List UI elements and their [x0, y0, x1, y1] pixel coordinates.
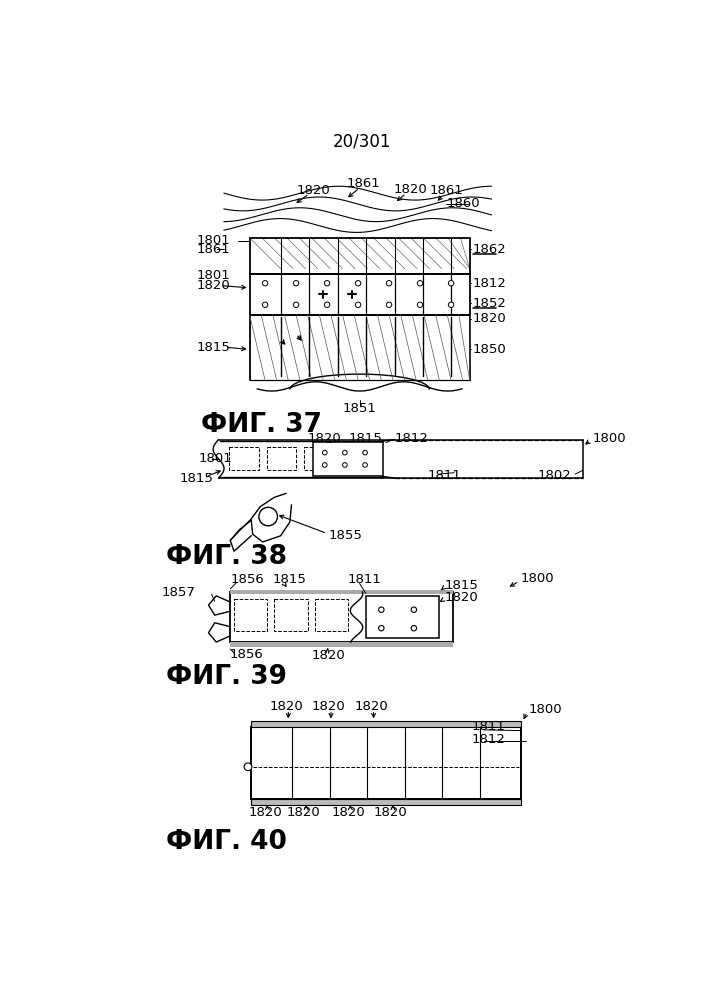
Text: 1820: 1820	[312, 700, 346, 713]
Text: 1815: 1815	[273, 573, 307, 586]
Text: 1820: 1820	[473, 312, 506, 325]
Circle shape	[259, 507, 277, 526]
Bar	[313, 442, 383, 476]
Text: 1815: 1815	[349, 432, 382, 445]
Text: 20/301: 20/301	[333, 133, 391, 151]
Text: ФИГ. 39: ФИГ. 39	[166, 664, 287, 690]
Bar	[230, 590, 452, 594]
Text: 1820: 1820	[374, 806, 407, 820]
Circle shape	[262, 302, 268, 307]
Text: 1861: 1861	[197, 243, 230, 256]
Bar	[230, 447, 259, 470]
Circle shape	[293, 302, 299, 307]
Text: ФИГ. 37: ФИГ. 37	[201, 412, 322, 438]
Text: 1800: 1800	[592, 432, 626, 445]
Bar	[251, 721, 521, 727]
Bar	[251, 799, 521, 805]
Circle shape	[448, 302, 454, 307]
Bar	[251, 727, 521, 799]
Circle shape	[343, 463, 347, 467]
Bar	[267, 447, 296, 470]
Text: 1811: 1811	[472, 720, 506, 733]
Text: 1851: 1851	[343, 402, 377, 415]
Bar	[274, 599, 308, 631]
Circle shape	[356, 281, 361, 286]
Text: 1857: 1857	[162, 586, 196, 599]
Circle shape	[363, 463, 368, 467]
Circle shape	[322, 463, 327, 467]
Circle shape	[322, 450, 327, 455]
Text: 1812: 1812	[472, 733, 506, 746]
Text: 1800: 1800	[521, 572, 554, 585]
Text: 1820: 1820	[197, 279, 230, 292]
Text: 1800: 1800	[529, 703, 562, 716]
Bar	[304, 447, 333, 470]
Circle shape	[411, 626, 416, 631]
Text: 1815: 1815	[180, 472, 214, 485]
Circle shape	[293, 281, 299, 286]
Text: 1862: 1862	[473, 243, 506, 256]
Text: 1820: 1820	[312, 649, 346, 662]
Text: 1820: 1820	[269, 700, 303, 713]
Circle shape	[325, 281, 329, 286]
Circle shape	[356, 302, 361, 307]
Text: 1856: 1856	[230, 573, 264, 586]
Text: 1820: 1820	[287, 806, 321, 820]
Text: 1820: 1820	[445, 591, 479, 604]
Text: 1802: 1802	[538, 469, 572, 482]
Circle shape	[325, 302, 329, 307]
Text: 1855: 1855	[329, 529, 363, 542]
Text: 1801: 1801	[197, 269, 230, 282]
Text: 1852: 1852	[473, 297, 507, 310]
Circle shape	[386, 281, 392, 286]
Bar	[315, 599, 348, 631]
Text: 1820: 1820	[308, 432, 341, 445]
Bar	[230, 642, 452, 647]
Text: 1812: 1812	[473, 277, 507, 290]
Circle shape	[363, 450, 368, 455]
Bar	[366, 596, 440, 638]
Circle shape	[417, 281, 423, 286]
Bar	[234, 599, 267, 631]
Circle shape	[343, 450, 347, 455]
Circle shape	[244, 763, 252, 771]
Text: 1861: 1861	[346, 177, 380, 190]
Circle shape	[417, 302, 423, 307]
Text: ФИГ. 40: ФИГ. 40	[166, 829, 287, 855]
Text: 1820: 1820	[296, 184, 330, 197]
Text: 1801: 1801	[197, 234, 230, 247]
Text: 1820: 1820	[393, 183, 427, 196]
Text: 1811: 1811	[348, 573, 382, 586]
Text: 1815: 1815	[197, 341, 230, 354]
Circle shape	[379, 626, 384, 631]
Text: ФИГ. 38: ФИГ. 38	[166, 544, 287, 570]
Text: 1812: 1812	[395, 432, 428, 445]
Text: 1850: 1850	[473, 343, 506, 356]
Text: 1820: 1820	[248, 806, 282, 820]
Circle shape	[262, 281, 268, 286]
Text: 1820: 1820	[331, 806, 365, 820]
Text: 1856: 1856	[230, 648, 263, 661]
Circle shape	[411, 607, 416, 612]
Text: 1861: 1861	[430, 184, 463, 197]
Circle shape	[379, 607, 384, 612]
Bar	[230, 592, 452, 642]
Circle shape	[448, 281, 454, 286]
Text: 1811: 1811	[428, 469, 462, 482]
Text: 1820: 1820	[354, 700, 388, 713]
Text: 1815: 1815	[445, 579, 479, 592]
Circle shape	[386, 302, 392, 307]
Text: 1801: 1801	[199, 452, 232, 465]
Text: 1860: 1860	[446, 197, 480, 210]
